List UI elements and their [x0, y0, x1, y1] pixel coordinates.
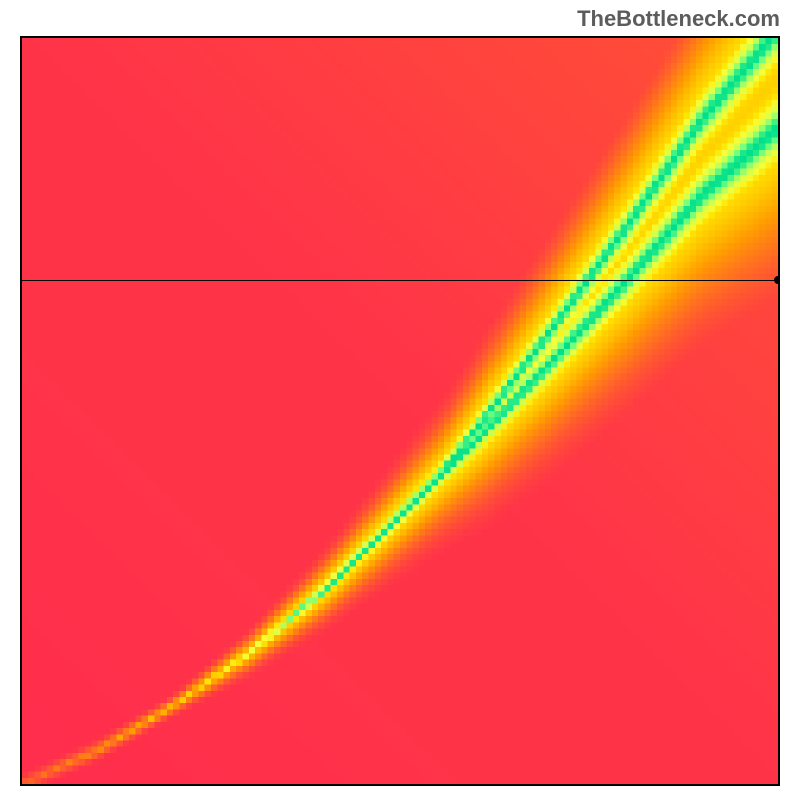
horizontal-reference-line: [22, 280, 778, 281]
watermark-text: TheBottleneck.com: [577, 6, 780, 32]
heatmap-canvas: [22, 38, 778, 784]
heatmap-plot: [20, 36, 780, 786]
right-axis-marker: [774, 276, 780, 284]
